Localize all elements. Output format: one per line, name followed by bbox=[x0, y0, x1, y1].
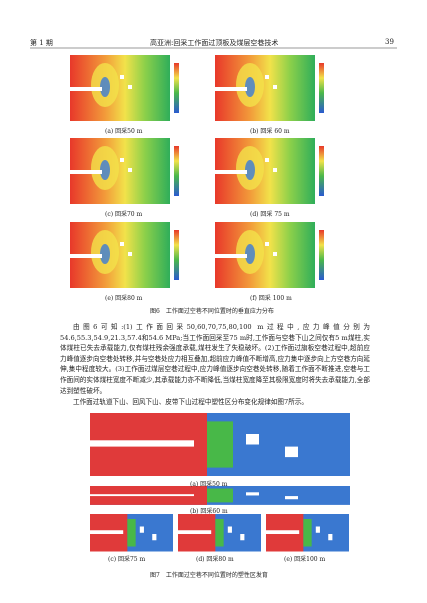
panel-label: (b) 回采 60 m bbox=[250, 128, 290, 135]
panel-label: (d) 回采 75 m bbox=[250, 211, 290, 218]
panel-label: (a) 回采50 m bbox=[105, 128, 143, 135]
figure-image bbox=[215, 55, 324, 121]
figure-image bbox=[266, 514, 349, 552]
panel-label: (c) 回采70 m bbox=[105, 211, 143, 218]
panel-label: (e) 回采80 m bbox=[105, 295, 143, 302]
page-number: 39 bbox=[385, 38, 394, 46]
panel-label: (c) 回采75 m bbox=[108, 556, 146, 563]
figure-image bbox=[90, 413, 350, 476]
panel-label: (d) 回采80 m bbox=[196, 556, 234, 563]
figure-image bbox=[70, 138, 179, 204]
figure-image bbox=[90, 486, 350, 505]
figure-image bbox=[215, 222, 324, 288]
figure-caption: 图7 工作面过空巷不同位置时的塑性区发育 bbox=[150, 572, 268, 579]
running-title: 高亚洲:回采工作面过顶板及煤层空巷技术 bbox=[150, 39, 279, 47]
figure-image bbox=[90, 514, 173, 552]
panel-label: (f) 回采 100 m bbox=[250, 295, 292, 302]
paragraph: 工作面过轨道下山、回风下山、皮带下山过程中塑性区分布变化规律如图7所示。 bbox=[73, 398, 308, 406]
panel-label: (b) 回采60 m bbox=[190, 508, 228, 515]
figure-image bbox=[70, 55, 179, 121]
figure-image bbox=[70, 222, 179, 288]
figure-caption: 图6 工作面过空巷不同位置时的垂直应力分布 bbox=[150, 308, 274, 315]
paragraph: 由图6可知:(1)工作面回采50,60,70,75,80,100 m过程中,应力… bbox=[60, 323, 370, 395]
figure-image bbox=[178, 514, 261, 552]
issue: 第 1 期 bbox=[30, 39, 53, 47]
panel-label: (a) 回采50 m bbox=[190, 481, 228, 488]
figure-image bbox=[215, 138, 324, 204]
panel-label: (e) 回采100 m bbox=[284, 556, 326, 563]
